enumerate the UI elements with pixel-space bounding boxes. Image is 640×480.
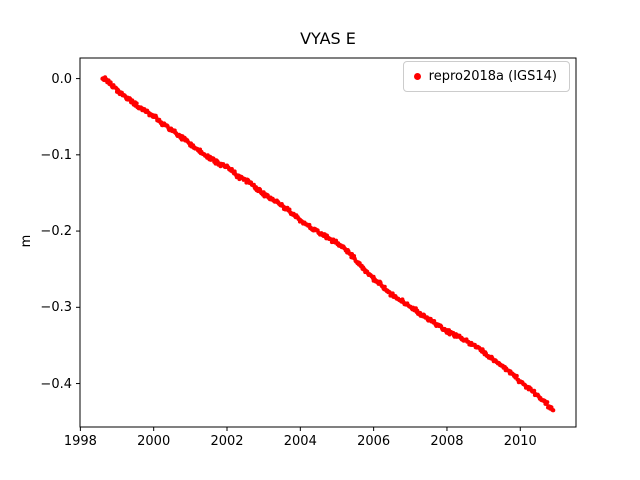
x-tick-label: 2010: [503, 434, 537, 449]
y-tick-label: 0.0: [51, 71, 72, 87]
data-point: [134, 101, 139, 106]
chart-title: VYAS E: [300, 29, 356, 48]
x-tick-label: 2000: [137, 434, 171, 449]
x-tick-label: 1998: [63, 434, 97, 449]
x-tick-label: 2004: [283, 434, 317, 449]
data-point: [514, 373, 519, 378]
legend-label: repro2018a (IGS14): [428, 69, 557, 84]
x-tick-label: 2002: [210, 434, 244, 449]
legend-marker-dot: [413, 73, 421, 80]
axes-spines: [79, 57, 577, 428]
legend: repro2018a (IGS14): [402, 61, 570, 92]
data-point: [551, 408, 556, 413]
y-tick-label: −0.4: [40, 376, 72, 392]
x-tick-label: 2008: [430, 434, 464, 449]
data-point: [382, 284, 387, 289]
data-point: [545, 400, 550, 405]
y-tick-label: −0.2: [40, 224, 72, 240]
y-tick-label: −0.3: [40, 300, 72, 316]
y-tick-label: −0.1: [40, 147, 72, 163]
x-tick-label: 2006: [357, 434, 391, 449]
